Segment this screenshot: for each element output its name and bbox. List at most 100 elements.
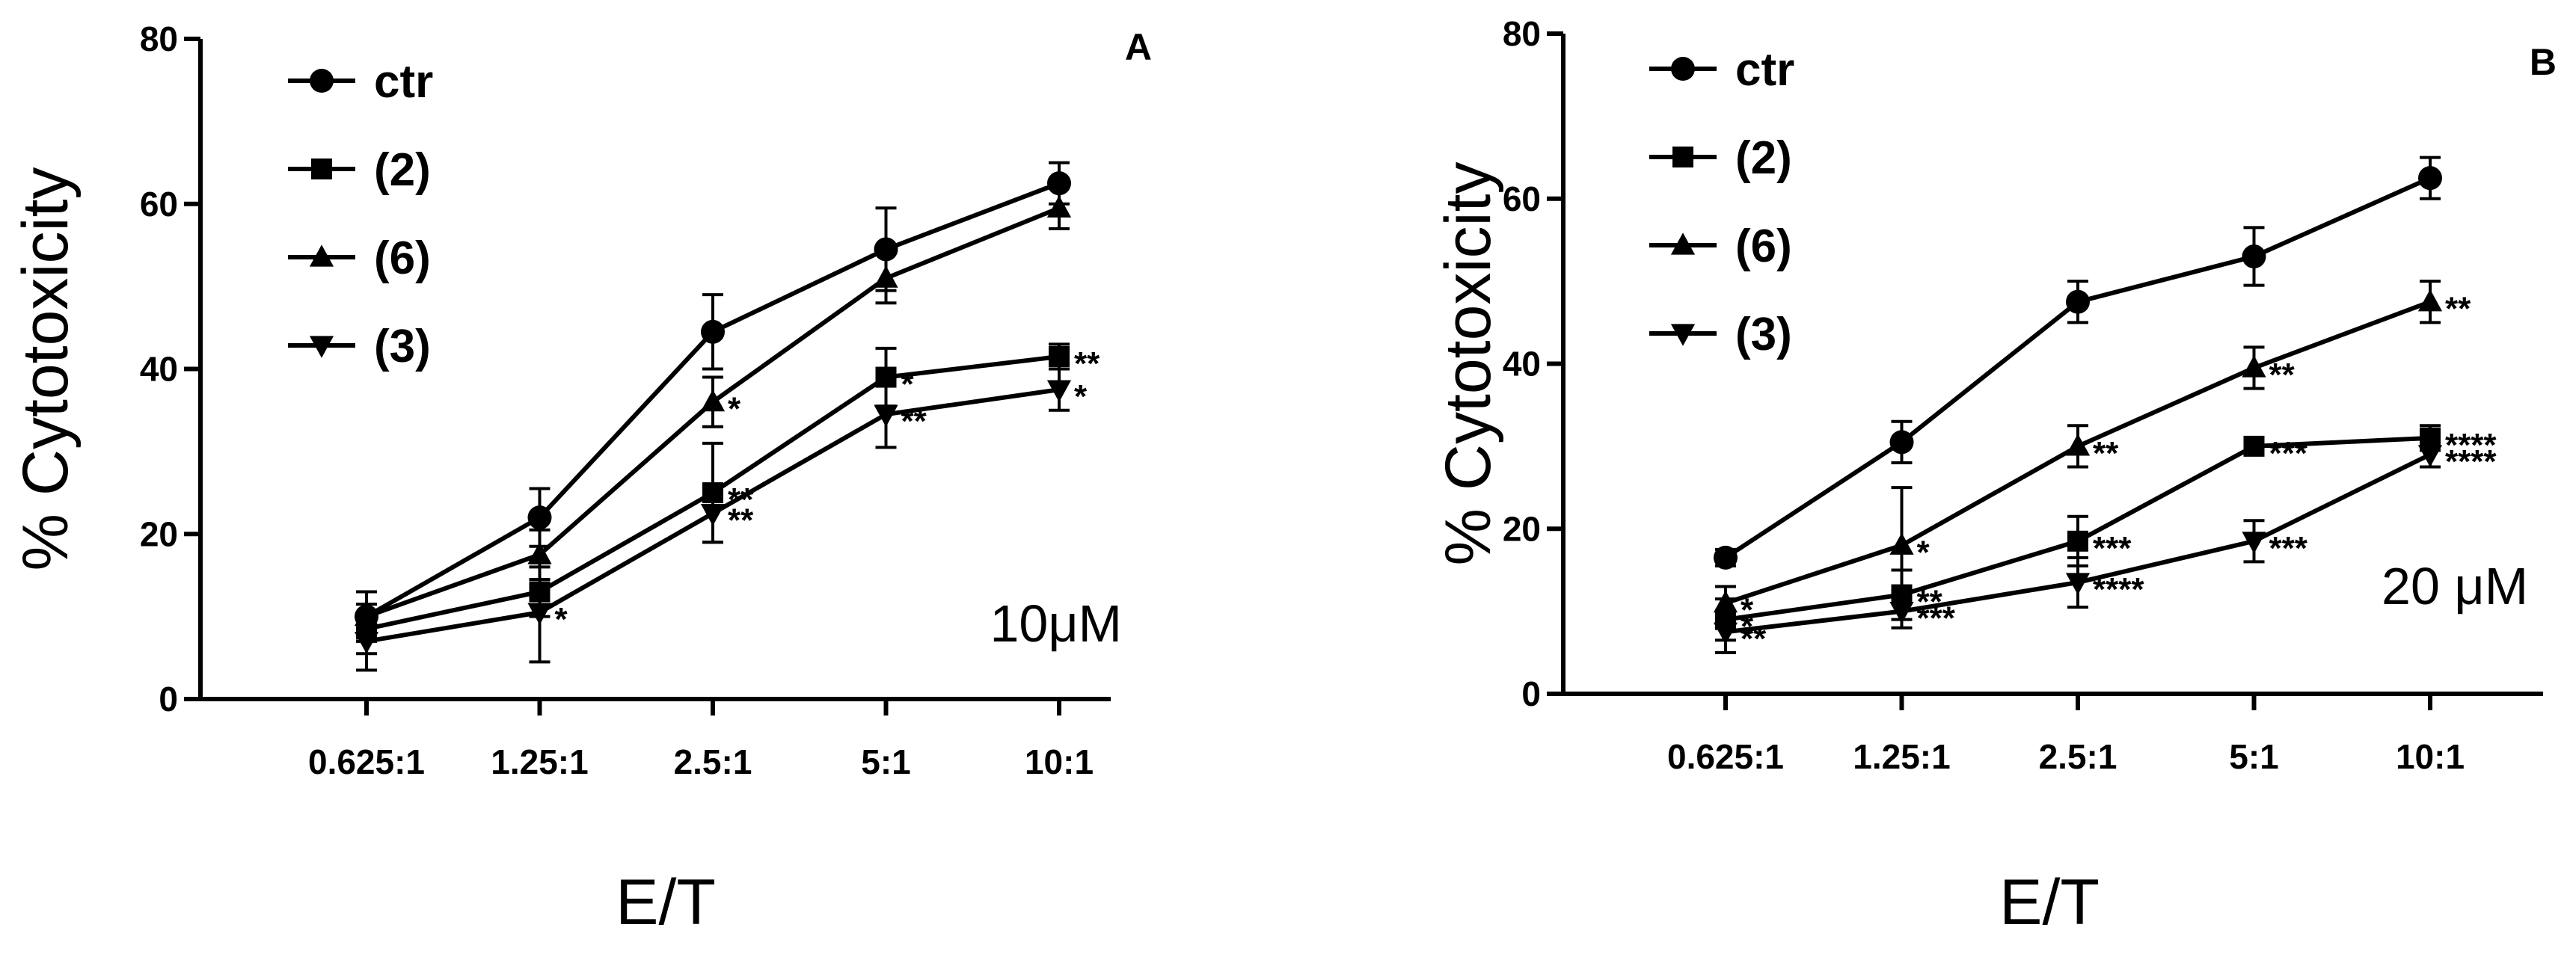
- data-point: [2418, 166, 2442, 191]
- legend-label: (3): [1735, 309, 1792, 360]
- chart-panel-b: 0 20 40 60 80 0.625:1 1.25:1 2.5:1 5:1 10:1 % Cyto…: [1432, 14, 2557, 938]
- legend-label: (6): [374, 233, 431, 284]
- data-point: [2417, 289, 2443, 312]
- data-point: [527, 603, 552, 625]
- significance-label: *: [901, 366, 915, 403]
- data-point: [1714, 545, 1738, 570]
- legend-item: (6): [288, 233, 431, 284]
- legend-item: (2): [1649, 132, 1792, 184]
- data-point: [874, 265, 898, 288]
- y-tick-label: 60: [140, 185, 178, 224]
- chart-panel-a: 0 20 40 60 80 0.625:1 1.25:1 2.5:1 5:1 10:1 % Cyto…: [10, 19, 1152, 938]
- data-point: [2065, 573, 2091, 595]
- legend-label: (2): [374, 144, 431, 196]
- x-tick-label: 2.5:1: [674, 742, 752, 781]
- legend-marker: [1671, 57, 1695, 81]
- significance-label: ****: [2093, 571, 2144, 608]
- legend-marker: [309, 336, 334, 358]
- series-6: ********: [1713, 280, 2471, 629]
- significance-label: ****: [2445, 427, 2497, 464]
- data-point: [1047, 171, 1071, 196]
- y-axis-label: % Cytotoxicity: [1432, 161, 1504, 565]
- data-point: [354, 632, 379, 654]
- data-point: [1713, 590, 1738, 613]
- data-point: [527, 505, 552, 530]
- legend: ctr (2) (6) (3): [288, 56, 433, 372]
- data-point: [874, 404, 898, 428]
- data-point: [2067, 530, 2088, 552]
- panel-letter: B: [2530, 41, 2557, 83]
- significance-label: *: [728, 391, 741, 428]
- legend-label: ctr: [1735, 44, 1794, 96]
- legend-item: (3): [1649, 309, 1792, 360]
- x-tick-label: 1.25:1: [1853, 737, 1950, 776]
- data-point: [2242, 355, 2266, 378]
- data-point: [2066, 289, 2090, 314]
- legend-marker: [1670, 324, 1696, 346]
- data-point: [1046, 380, 1072, 402]
- data-point: [1889, 532, 1914, 555]
- data-point: [701, 319, 725, 344]
- x-tick-label: 5:1: [2229, 737, 2278, 776]
- legend-marker: [310, 69, 334, 93]
- significance-label: **: [1741, 621, 1767, 657]
- data-point: [700, 389, 726, 412]
- significance-label: **: [2445, 291, 2471, 327]
- y-tick-label: 80: [140, 19, 178, 58]
- significance-label: **: [1074, 345, 1100, 382]
- significance-label: *: [1074, 378, 1088, 415]
- legend-item: (6): [1649, 221, 1792, 272]
- data-point: [700, 504, 726, 526]
- legend-label: ctr: [374, 56, 433, 108]
- y-tick-label: 0: [1521, 674, 1541, 713]
- y-tick-label: 60: [1503, 179, 1541, 218]
- legend-item: (3): [288, 321, 431, 372]
- y-tick-label: 40: [140, 350, 178, 389]
- series-line: [1724, 176, 2432, 560]
- concentration-label: 20 μM: [2382, 557, 2528, 615]
- legend-marker: [311, 159, 332, 179]
- data-point: [1889, 430, 1914, 455]
- data-point: [1713, 622, 1738, 645]
- y-tick-label: 40: [1503, 345, 1541, 384]
- significance-label: *: [1741, 609, 1754, 645]
- y-tick-label: 80: [1503, 14, 1541, 53]
- significance-label: ***: [2269, 530, 2308, 567]
- data-point: [1046, 195, 1072, 218]
- data-point: [2243, 435, 2265, 457]
- series-ctr: [1714, 156, 2442, 570]
- data-point: [1889, 602, 1914, 624]
- panel-letter: A: [1125, 26, 1152, 68]
- x-tick-label: 0.625:1: [1667, 737, 1784, 776]
- y-axis-label: % Cytotoxicity: [10, 167, 82, 570]
- legend: ctr (2) (6) (3): [1649, 44, 1794, 360]
- x-tick-label: 10:1: [1025, 742, 1094, 781]
- legend-label: (3): [374, 321, 431, 372]
- data-point: [1049, 345, 1070, 367]
- data-point: [874, 237, 898, 262]
- legend-marker: [1670, 233, 1696, 255]
- data-point: [2417, 445, 2443, 467]
- significance-label: *: [555, 601, 568, 638]
- x-axis-label: E/T: [1999, 867, 2100, 938]
- data-point: [2242, 532, 2266, 554]
- series-6: *: [354, 185, 1072, 643]
- significance-label: *: [1741, 592, 1754, 629]
- x-tick-label: 2.5:1: [2039, 737, 2117, 776]
- y-tick-label: 20: [1503, 509, 1541, 548]
- legend-label: (6): [1735, 221, 1792, 272]
- x-tick-label: 10:1: [2396, 737, 2465, 776]
- legend-marker: [309, 244, 334, 267]
- data-point: [2065, 434, 2091, 456]
- x-tick-label: 0.625:1: [308, 742, 425, 781]
- concentration-label: 10μM: [990, 594, 1122, 653]
- x-tick-label: 5:1: [861, 742, 910, 781]
- data-point: [2242, 244, 2266, 269]
- x-axis-label: E/T: [616, 867, 716, 938]
- significance-label: *: [1917, 534, 1931, 570]
- legend-item: ctr: [1649, 44, 1794, 96]
- legend-label: (2): [1735, 132, 1792, 184]
- significance-label: ****: [2445, 443, 2497, 480]
- significance-label: **: [2093, 435, 2119, 472]
- significance-label: **: [901, 403, 927, 440]
